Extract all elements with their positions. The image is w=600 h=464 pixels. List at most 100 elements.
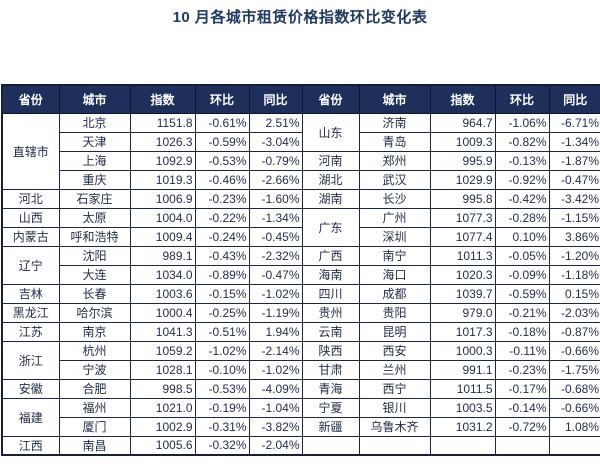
city-cell: 上海 xyxy=(58,150,131,171)
table-row: 安徽 合肥 998.5 -0.53% -4.09% 青海 西宁 1011.5 -0.17% -0.… xyxy=(1,378,600,399)
province-cell: 福建 xyxy=(1,397,60,437)
province-cell: 青海 xyxy=(301,378,360,399)
mom-cell: -0.43% xyxy=(194,245,250,266)
mom-cell: -0.31% xyxy=(194,416,250,437)
province-cell: 湖南 xyxy=(301,188,360,209)
mom-cell: -0.10% xyxy=(194,359,250,380)
city-cell: 成都 xyxy=(358,283,431,304)
yoy-cell: -0.47% xyxy=(248,264,303,285)
index-cell: 1019.3 xyxy=(129,169,196,190)
mom-cell: -1.06% xyxy=(494,112,550,133)
index-cell: 1026.3 xyxy=(129,131,196,152)
column-header: 指数 xyxy=(429,84,496,114)
mom-cell: -1.02% xyxy=(194,340,250,361)
mom-cell: -0.21% xyxy=(494,302,550,323)
yoy-cell: -4.09% xyxy=(248,378,303,399)
city-cell: 哈尔滨 xyxy=(58,302,131,323)
yoy-cell: -1.15% xyxy=(548,207,600,228)
city-cell: 杭州 xyxy=(58,340,131,361)
index-cell: 991.1 xyxy=(429,359,496,380)
mom-cell: -0.51% xyxy=(194,321,250,342)
yoy-cell: -2.66% xyxy=(248,169,303,190)
yoy-cell: -2.14% xyxy=(248,340,303,361)
province-cell: 浙江 xyxy=(1,340,60,380)
table-row: 内蒙古 呼和浩特 1009.4 -0.24% -0.45% 深圳 1077.4 0.10% 3.… xyxy=(1,226,600,247)
yoy-cell: -2.32% xyxy=(248,245,303,266)
yoy-cell: -1.87% xyxy=(548,150,600,171)
yoy-cell: -0.47% xyxy=(548,169,600,190)
province-cell: 河北 xyxy=(1,188,60,209)
index-cell xyxy=(429,435,496,456)
yoy-cell: -3.42% xyxy=(548,188,600,209)
index-cell: 1002.9 xyxy=(129,416,196,437)
page-title: 10 月各城市租赁价格指数环比变化表 xyxy=(172,9,428,26)
province-cell: 甘肃 xyxy=(301,359,360,380)
yoy-cell: -2.03% xyxy=(548,302,600,323)
mom-cell: -0.61% xyxy=(194,112,250,133)
province-cell: 宁夏 xyxy=(301,397,360,418)
yoy-cell: 1.08% xyxy=(548,416,600,437)
city-cell: 青岛 xyxy=(358,131,431,152)
index-cell: 1003.5 xyxy=(429,397,496,418)
table-row: 厦门 1002.9 -0.31% -3.82% 新疆 乌鲁木齐 1031.2 -0.72% 1.… xyxy=(2,416,600,437)
province-cell: 安徽 xyxy=(1,378,60,399)
table-row: 上海 1092.9 -0.53% -0.79% 河南 郑州 995.9 -0.13% -1.87… xyxy=(2,150,600,171)
province-cell: 辽宁 xyxy=(1,245,60,285)
province-cell: 云南 xyxy=(301,321,360,342)
yoy-cell: -6.71% xyxy=(548,112,600,133)
yoy-cell: 3.86% xyxy=(548,226,600,247)
yoy-cell: -1.04% xyxy=(248,397,303,418)
index-cell: 1004.0 xyxy=(129,207,196,228)
yoy-cell: -1.60% xyxy=(248,188,303,209)
city-cell: 呼和浩特 xyxy=(58,226,131,247)
city-cell: 银川 xyxy=(358,397,431,418)
table-row: 大连 1034.0 -0.89% -0.47% 海南 海口 1020.3 -0.09% -1.1… xyxy=(2,264,600,285)
index-cell: 1011.5 xyxy=(429,378,496,399)
province-cell: 吉林 xyxy=(1,283,60,304)
mom-cell: -0.53% xyxy=(194,150,250,171)
yoy-cell: -0.45% xyxy=(248,226,303,247)
province-cell: 江西 xyxy=(1,435,60,456)
city-cell: 昆明 xyxy=(358,321,431,342)
index-cell: 1006.9 xyxy=(129,188,196,209)
index-cell: 1000.3 xyxy=(429,340,496,361)
city-cell: 重庆 xyxy=(58,169,131,190)
city-cell: 南京 xyxy=(58,321,131,342)
table-row: 河北 石家庄 1006.9 -0.23% -1.60% 湖南 长沙 995.8 -0.42% -3… xyxy=(1,188,600,209)
province-cell: 广西 xyxy=(301,245,360,266)
table-row: 江苏 南京 1041.3 -0.51% 1.94% 云南 昆明 1017.3 -0.18% -0.… xyxy=(1,321,600,342)
table-row: 福建 福州 1021.0 -0.19% -1.04% 宁夏 银川 1003.5 -0.14% -0… xyxy=(1,397,600,437)
column-header: 指数 xyxy=(129,84,196,114)
index-cell: 1005.6 xyxy=(129,435,196,456)
header-row: 省份 城市 指数 环比 同比 省份 城市 指数 环比 同比 xyxy=(1,84,600,114)
table-row: 辽宁 沈阳 989.1 -0.43% -2.32% 广西 南宁 1011.3 -0.05% -1.… xyxy=(1,245,600,285)
city-cell: 福州 xyxy=(58,397,131,418)
city-cell: 济南 xyxy=(358,112,431,133)
index-cell: 1031.2 xyxy=(429,416,496,437)
table-row: 宁波 1028.1 -0.10% -1.02% 甘肃 兰州 991.1 -0.23% -1.75… xyxy=(2,359,600,380)
yoy-cell: 0.15% xyxy=(548,283,600,304)
mom-cell: -0.53% xyxy=(194,378,250,399)
index-cell: 1017.3 xyxy=(429,321,496,342)
mom-cell: -0.23% xyxy=(494,359,550,380)
yoy-cell: 1.94% xyxy=(248,321,303,342)
city-cell: 宁波 xyxy=(58,359,131,380)
mom-cell: -0.82% xyxy=(494,131,550,152)
mom-cell: -0.59% xyxy=(494,283,550,304)
index-cell: 989.1 xyxy=(129,245,196,266)
yoy-cell: -1.02% xyxy=(248,283,303,304)
province-cell: 山西 xyxy=(1,207,60,228)
yoy-cell: -2.04% xyxy=(248,435,303,456)
city-cell: 广州 xyxy=(358,207,431,228)
province-cell: 贵州 xyxy=(301,302,360,323)
city-cell: 厦门 xyxy=(58,416,131,437)
mom-cell: -0.72% xyxy=(494,416,550,437)
column-header: 城市 xyxy=(58,84,131,114)
yoy-cell: 2.51% xyxy=(248,112,303,133)
province-cell: 四川 xyxy=(301,283,360,304)
province-cell: 广东 xyxy=(301,207,360,247)
province-cell: 黑龙江 xyxy=(1,302,60,323)
yoy-cell: -1.34% xyxy=(548,131,600,152)
city-cell: 天津 xyxy=(58,131,131,152)
